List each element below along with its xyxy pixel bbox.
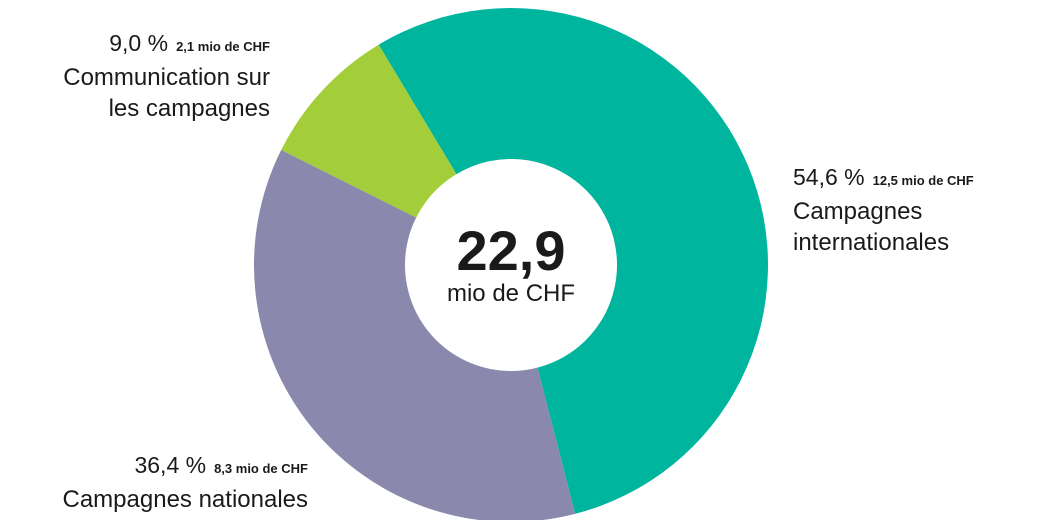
slice-label: 36,4 % 8,3 mio de CHF Campagnes nationales: [0, 450, 309, 515]
amount-label: 8,3 mio de CHF: [214, 461, 308, 476]
donut-hole: [405, 159, 617, 371]
label-head: 9,0 % 2,1 mio de CHF: [0, 28, 270, 62]
label-head: 36,4 % 8,3 mio de CHF: [0, 450, 308, 484]
center-total: 22,9 mio de CHF: [405, 222, 617, 308]
center-label: 22,9: [456, 219, 566, 282]
value-label: 36,4 %: [134, 452, 207, 478]
label-head: 54,6 % 12,5 mio de CHF: [793, 162, 1041, 196]
value-label: 9,0 %: [109, 30, 169, 56]
category-label: Campagnes nationales: [62, 486, 309, 513]
slice-label: 54,6 % 12,5 mio de CHF Campagnes internati…: [793, 162, 1041, 258]
center-unit: mio de CHF: [446, 280, 576, 307]
slice: [254, 149, 576, 520]
category-label: Communication sur les campagnes: [63, 64, 270, 122]
amount-label: 12,5 mio de CHF: [872, 173, 974, 188]
amount-label: 2,1 mio de CHF: [176, 39, 270, 54]
value-label: 54,6 %: [793, 164, 865, 190]
slice-label: 9,0 % 2,1 mio de CHF Communication sur les…: [0, 28, 270, 124]
category-label: Campagnes internationales: [793, 198, 950, 256]
